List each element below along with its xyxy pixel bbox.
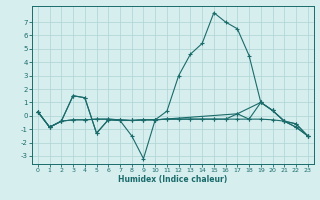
X-axis label: Humidex (Indice chaleur): Humidex (Indice chaleur) bbox=[118, 175, 228, 184]
